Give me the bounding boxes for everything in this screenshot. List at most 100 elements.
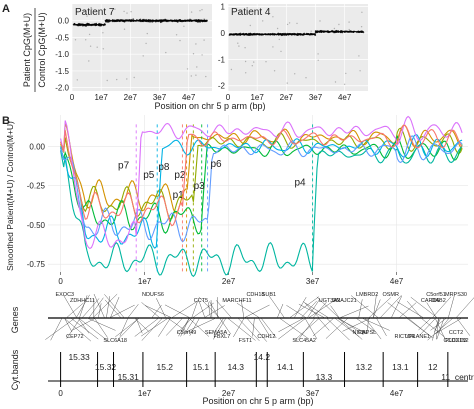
panel-a-ylabel-top: Patient CpG(M+U) bbox=[22, 13, 32, 87]
gene-connector bbox=[316, 296, 340, 319]
panel-b-ylabel: Smoothed Patient(M+U) / Control(M+U) bbox=[5, 121, 15, 271]
y-tick-label: -1.0 bbox=[55, 50, 69, 59]
gene-connector bbox=[277, 303, 284, 319]
series-line-p6 bbox=[60, 135, 463, 243]
gene-connector bbox=[312, 302, 327, 319]
y-tick-label: -0.50 bbox=[27, 221, 46, 230]
data-point bbox=[142, 55, 144, 57]
gene-connector bbox=[78, 317, 109, 342]
x-tick-label: 1e7 bbox=[94, 93, 108, 102]
patient-7-plot: 0.0 -0.5 -1.0 -1.5 -2.00 1e7 2e7 3e7 4e7 Patient … bbox=[55, 4, 212, 102]
cytoband-label: 15.33 bbox=[68, 352, 90, 362]
data-point bbox=[230, 68, 233, 71]
gene-connector bbox=[391, 295, 402, 319]
gene-connector bbox=[304, 302, 330, 319]
gene-connector bbox=[300, 300, 317, 319]
gene-connector bbox=[312, 317, 335, 337]
panel-a-ylabel-bottom: Control CpG(M+U) bbox=[37, 12, 47, 87]
data-point bbox=[85, 39, 87, 41]
data-point bbox=[133, 76, 135, 79]
data-point bbox=[190, 75, 192, 77]
data-point bbox=[175, 34, 178, 36]
data-point bbox=[205, 75, 207, 78]
y-tick-label: 1 bbox=[221, 3, 226, 12]
gene-connector bbox=[326, 317, 350, 341]
gene-connector bbox=[304, 317, 318, 340]
data-point bbox=[183, 25, 185, 27]
gene-label: OSMR bbox=[382, 292, 399, 298]
gene-connector bbox=[214, 317, 224, 333]
gene-label: NDUFS6 bbox=[142, 292, 164, 298]
data-point bbox=[360, 26, 363, 28]
gene-connector bbox=[92, 293, 118, 319]
gene-connector bbox=[430, 317, 447, 331]
data-point bbox=[253, 61, 255, 63]
gene-connector bbox=[455, 297, 474, 319]
gene-connector bbox=[203, 305, 225, 319]
data-point bbox=[348, 28, 350, 31]
gene-label: CAPSL bbox=[358, 330, 376, 336]
data-point bbox=[74, 39, 77, 41]
data-point bbox=[110, 12, 113, 14]
gene-label: DAB2 bbox=[431, 298, 445, 304]
data-point bbox=[201, 9, 203, 11]
gene-connector bbox=[364, 317, 382, 340]
gene-connector bbox=[183, 317, 195, 336]
x-tick-label: 1e7 bbox=[138, 277, 152, 286]
data-point bbox=[106, 79, 108, 82]
data-point bbox=[272, 46, 274, 48]
gene-connector bbox=[144, 305, 173, 319]
gene-connector bbox=[219, 317, 231, 335]
genes-track-label: Genes bbox=[10, 306, 20, 333]
gene-connector bbox=[178, 317, 190, 337]
data-point bbox=[201, 54, 203, 56]
gene-connector bbox=[418, 317, 432, 331]
gene-connector bbox=[278, 317, 307, 340]
gene-connector bbox=[104, 294, 125, 319]
gene-connector bbox=[407, 301, 422, 319]
gene-connector bbox=[110, 296, 120, 319]
data-point bbox=[126, 12, 128, 14]
gene-label: UPLANE1 bbox=[405, 334, 430, 340]
gene-label: ZDHHC11 bbox=[70, 298, 95, 304]
gene-connector bbox=[191, 301, 198, 319]
gene-connector bbox=[373, 294, 377, 319]
gene-connector bbox=[252, 317, 255, 337]
gene-connector bbox=[213, 317, 227, 340]
y-tick-label: -2.0 bbox=[55, 84, 69, 93]
x-tick-label: 2e7 bbox=[222, 389, 236, 398]
data-point bbox=[192, 53, 195, 55]
gene-label: SUB1 bbox=[262, 292, 276, 298]
gene-connector bbox=[456, 317, 471, 336]
x-tick-label: 0 bbox=[58, 277, 63, 286]
y-tick-label: -0.25 bbox=[27, 182, 46, 191]
gene-connector bbox=[50, 317, 63, 341]
series-label-p4: p4 bbox=[294, 178, 306, 189]
data-point bbox=[273, 70, 276, 72]
gene-connector bbox=[420, 317, 445, 338]
x-tick-label: 0 bbox=[226, 93, 231, 102]
gene-connector bbox=[70, 317, 99, 340]
gene-connector bbox=[88, 297, 104, 319]
data-point bbox=[286, 82, 288, 84]
gene-label: PLCXD3 bbox=[445, 338, 466, 344]
gene-connector bbox=[79, 295, 88, 319]
gene-label: C5orf51 bbox=[426, 292, 446, 298]
gene-connector bbox=[72, 317, 96, 331]
gene-label: CCT2 bbox=[449, 330, 463, 336]
data-point bbox=[199, 10, 201, 12]
gene-connector bbox=[66, 317, 81, 339]
gene-connector bbox=[164, 304, 191, 319]
data-point bbox=[333, 27, 336, 30]
gene-connector bbox=[448, 295, 455, 319]
gene-connector bbox=[426, 302, 437, 319]
gene-connector bbox=[198, 301, 206, 319]
series-line-p8 bbox=[60, 124, 463, 227]
x-tick-label: 3e7 bbox=[153, 93, 167, 102]
gene-connector bbox=[294, 317, 320, 341]
data-point bbox=[102, 48, 105, 50]
x-tick-label: 4e7 bbox=[182, 93, 196, 102]
gene-label: CEP72 bbox=[66, 334, 83, 340]
series-label-p2: p2 bbox=[174, 170, 186, 181]
gene-label: MRPS30 bbox=[445, 292, 467, 298]
